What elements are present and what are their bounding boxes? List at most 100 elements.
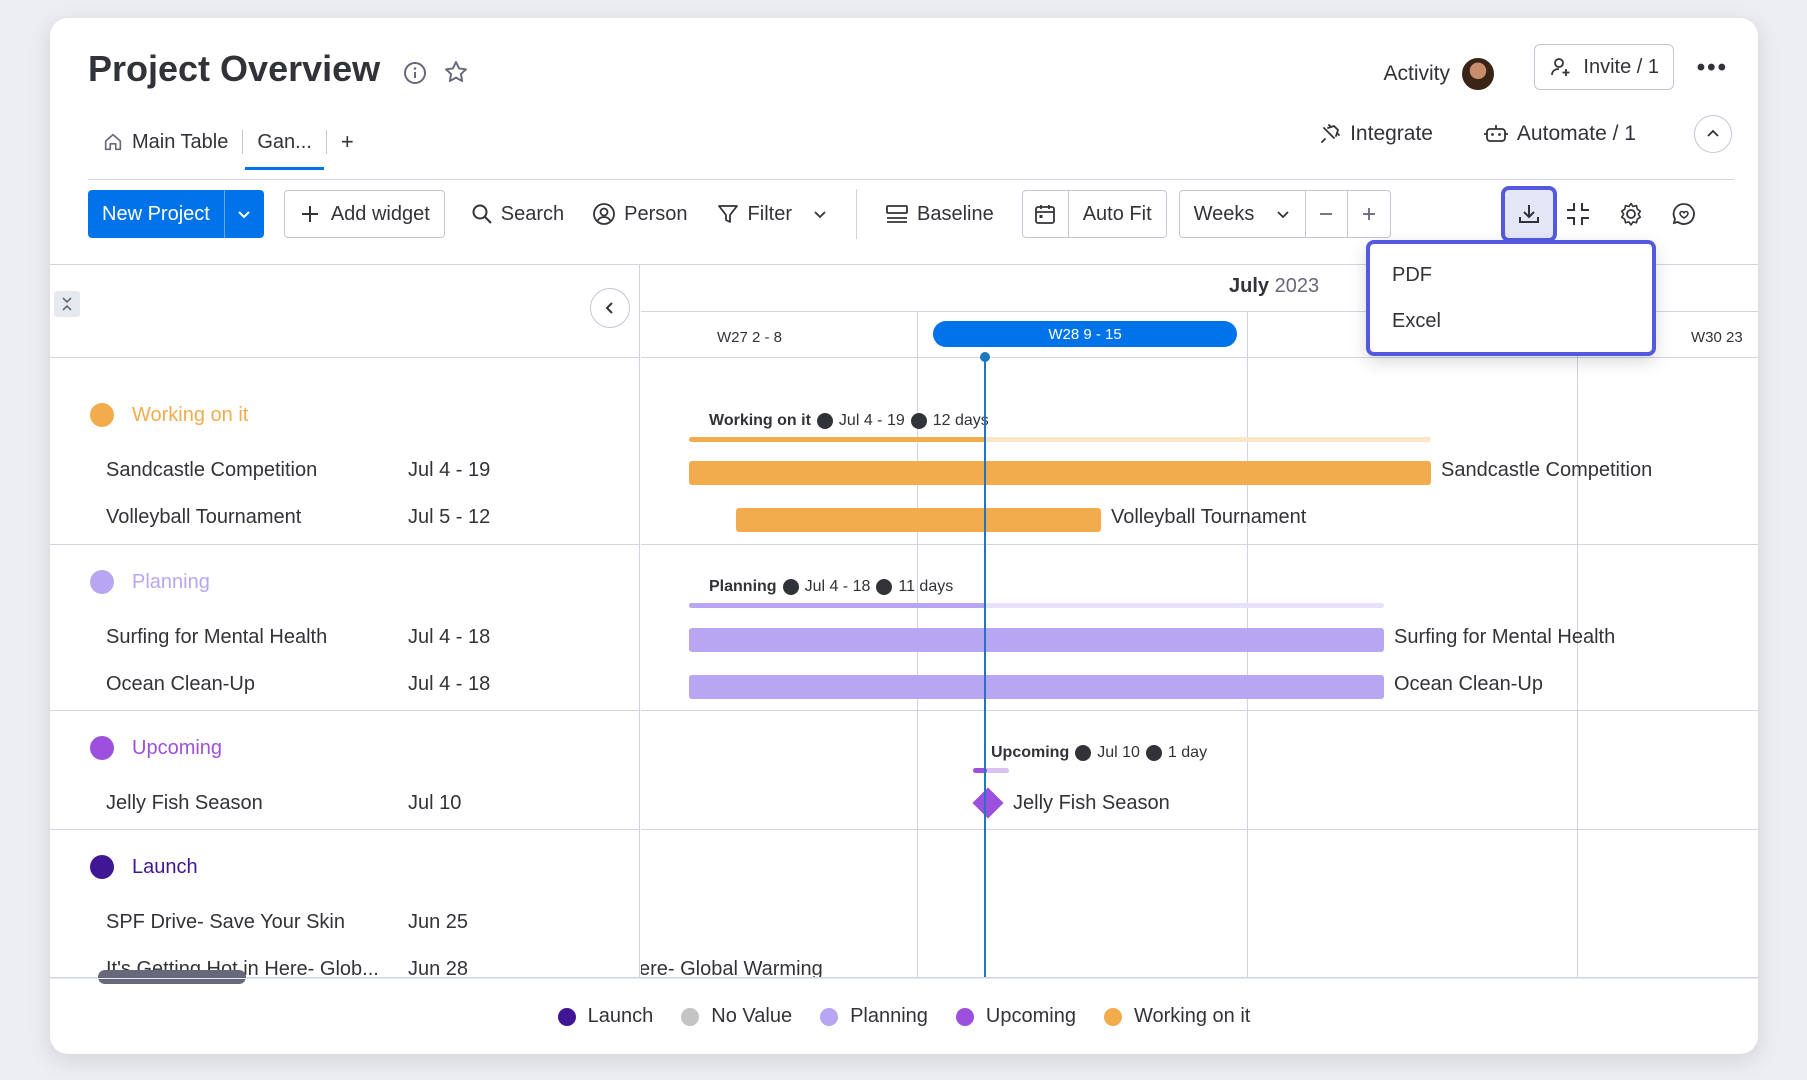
bar-label: Ocean Clean-Up xyxy=(1394,673,1543,695)
week-label: W27 2 - 8 xyxy=(717,329,783,346)
activity-button[interactable]: Activity xyxy=(1383,56,1496,92)
export-pdf-option[interactable]: PDF xyxy=(1392,263,1432,286)
person-label: Person xyxy=(624,202,688,225)
tab-label: Gan... xyxy=(257,130,312,153)
integrate-button[interactable]: Integrate xyxy=(1318,122,1433,146)
star-icon[interactable] xyxy=(442,58,470,86)
left-header-divider xyxy=(50,357,639,358)
summary-range: Jul 4 - 18 xyxy=(804,578,871,595)
chevron-down-icon[interactable] xyxy=(223,190,264,238)
gantt-bar[interactable] xyxy=(736,508,1101,532)
export-button[interactable] xyxy=(1501,186,1557,242)
group-header-upcoming[interactable]: Upcoming xyxy=(90,736,222,760)
legend-item: Launch xyxy=(557,1005,654,1028)
bar-label: ere- Global Warming xyxy=(641,958,823,978)
activity-label: Activity xyxy=(1383,62,1450,85)
summary-dot xyxy=(910,413,927,429)
group-progress-fill xyxy=(973,768,987,773)
legend-label: Launch xyxy=(587,1005,654,1027)
item-name[interactable]: SPF Drive- Save Your Skin xyxy=(106,911,345,933)
item-date: Jul 10 xyxy=(408,792,462,814)
summary-dot xyxy=(1145,745,1162,761)
footer-divider xyxy=(50,977,1758,978)
invite-label: Invite / 1 xyxy=(1583,55,1659,78)
chevron-down-icon[interactable] xyxy=(812,206,828,222)
tab-label: Main Table xyxy=(132,130,229,153)
collapse-header-button[interactable] xyxy=(1694,115,1732,153)
collapse-groups-icon[interactable] xyxy=(54,291,80,317)
tab-main-table[interactable]: Main Table xyxy=(88,118,242,166)
calendar-icon[interactable] xyxy=(1023,191,1069,237)
chevron-up-icon xyxy=(1705,126,1721,142)
search-button[interactable]: Search xyxy=(457,190,578,238)
zoom-in-button[interactable] xyxy=(1348,191,1390,237)
item-name[interactable]: Ocean Clean-Up xyxy=(106,673,255,695)
group-divider xyxy=(641,829,1758,830)
group-progress-fill xyxy=(689,603,986,608)
group-summary: Upcoming Jul 10 1 day xyxy=(991,744,1207,762)
new-project-label: New Project xyxy=(102,202,210,225)
legend: Launch No Value Planning Upcoming Workin… xyxy=(50,978,1758,1054)
group-header-working-on-it[interactable]: Working on it xyxy=(90,403,248,427)
plus-icon: + xyxy=(340,129,354,154)
baseline-label: Baseline xyxy=(916,202,994,225)
item-name[interactable]: Surfing for Mental Health xyxy=(106,626,328,648)
filter-button[interactable]: Filter xyxy=(702,190,842,238)
chat-icon[interactable] xyxy=(1666,196,1702,232)
legend-dot xyxy=(557,1007,576,1026)
group-progress-fill xyxy=(689,437,986,442)
zoom-out-button[interactable] xyxy=(1306,191,1348,237)
scale-select[interactable]: Weeks xyxy=(1180,191,1306,237)
collapse-pane-button[interactable] xyxy=(590,288,630,328)
legend-item: Working on it xyxy=(1103,1005,1251,1028)
export-excel-option[interactable]: Excel xyxy=(1392,309,1441,332)
gantt-bar[interactable] xyxy=(689,628,1384,652)
group-name: Working on it xyxy=(132,403,249,426)
legend-label: Planning xyxy=(850,1005,928,1027)
milestone-diamond[interactable] xyxy=(972,787,1004,819)
tab-divider xyxy=(242,130,244,154)
gantt-left-pane: Working on it Sandcastle Competition Jul… xyxy=(50,265,640,980)
legend-label: Working on it xyxy=(1133,1005,1251,1027)
home-icon xyxy=(102,131,124,153)
auto-fit-group: Auto Fit xyxy=(1021,190,1167,238)
plus-icon xyxy=(1362,208,1375,220)
item-date: Jul 5 - 12 xyxy=(408,506,491,528)
summary-duration: 1 day xyxy=(1167,744,1208,761)
invite-button[interactable]: Invite / 1 xyxy=(1534,44,1674,90)
more-options-icon[interactable]: ••• xyxy=(1696,54,1728,81)
fullscreen-icon[interactable] xyxy=(1560,196,1596,232)
gear-icon[interactable] xyxy=(1613,196,1649,232)
gantt-bar[interactable] xyxy=(689,675,1384,699)
tab-gantt[interactable]: Gan... xyxy=(243,118,325,170)
search-label: Search xyxy=(500,202,565,225)
add-view-button[interactable]: + xyxy=(327,118,368,166)
person-filter-button[interactable]: Person xyxy=(578,190,701,238)
legend-item: No Value xyxy=(681,1005,792,1028)
summary-duration: 12 days xyxy=(932,412,989,429)
baseline-button[interactable]: Baseline xyxy=(871,190,1008,238)
page-title: Project Overview xyxy=(88,48,381,89)
filter-icon xyxy=(716,202,740,226)
group-header-launch[interactable]: Launch xyxy=(90,855,198,879)
group-name: Launch xyxy=(132,855,198,878)
item-date: Jul 4 - 19 xyxy=(408,459,491,481)
item-name[interactable]: Sandcastle Competition xyxy=(106,459,318,481)
item-date: Jul 4 - 18 xyxy=(408,673,491,695)
group-divider xyxy=(641,544,1758,545)
item-name[interactable]: Volleyball Tournament xyxy=(106,506,302,528)
auto-fit-button[interactable]: Auto Fit xyxy=(1082,202,1152,225)
group-header-planning[interactable]: Planning xyxy=(90,570,210,594)
automate-button[interactable]: Automate / 1 xyxy=(1483,122,1636,146)
integrate-label: Integrate xyxy=(1350,122,1433,145)
group-summary: Planning Jul 4 - 18 11 days xyxy=(709,578,953,596)
item-name[interactable]: Jelly Fish Season xyxy=(106,792,263,814)
info-icon[interactable] xyxy=(402,60,428,86)
board-card: Project Overview Activity Invite / 1 •••… xyxy=(50,18,1758,1054)
legend-dot xyxy=(681,1007,700,1026)
new-project-button[interactable]: New Project xyxy=(88,190,264,238)
horizontal-scrollbar[interactable] xyxy=(98,970,246,984)
bar-label: Jelly Fish Season xyxy=(1013,792,1170,814)
add-widget-button[interactable]: Add widget xyxy=(283,190,445,238)
gantt-bar[interactable] xyxy=(689,461,1431,485)
